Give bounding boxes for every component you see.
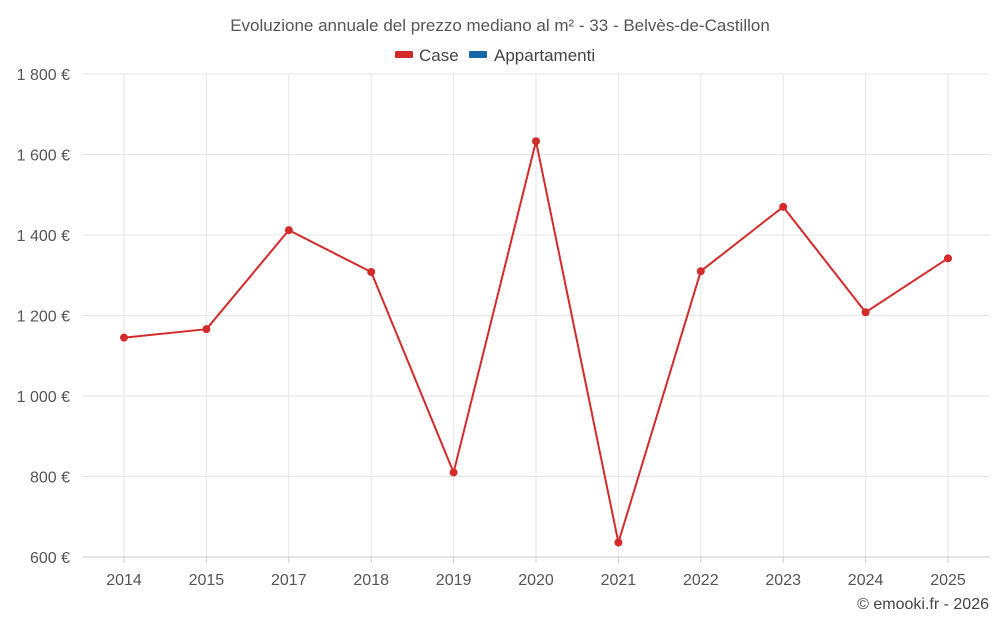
y-tick-label: 600 € [30,550,70,567]
gridlines [83,73,990,558]
y-tick-label: 1 600 € [17,148,70,165]
x-tick-label: 2015 [189,572,225,589]
legend-swatch-case [395,51,413,58]
x-tick-label: 2024 [848,572,884,589]
x-tick-label: 2020 [518,572,554,589]
data-point-case-2021[interactable] [614,538,623,547]
data-point-case-2017[interactable] [284,226,293,235]
legend-swatch-appartamenti [469,51,487,58]
y-tick-label: 1 000 € [17,389,70,406]
data-point-case-2019[interactable] [449,468,458,477]
data-point-case-2022[interactable] [696,267,705,276]
x-tick-label: 2019 [436,572,472,589]
data-point-case-2015[interactable] [202,325,211,334]
data-point-case-2018[interactable] [367,268,376,277]
y-tick-label: 800 € [30,470,70,487]
legend-item-appartamenti[interactable]: Appartamenti [469,46,595,65]
data-point-case-2023[interactable] [779,202,788,211]
x-tick-label: 2018 [353,572,389,589]
data-point-case-2020[interactable] [532,137,540,146]
x-tick-label: 2021 [601,572,637,589]
x-tick-label: 2025 [930,572,966,589]
x-tick-label: 2017 [271,572,307,589]
legend-item-case[interactable]: Case [395,46,459,65]
data-point-case-2024[interactable] [861,308,870,317]
data-point-case-2014[interactable] [120,333,128,342]
x-tick-label: 2022 [683,572,719,589]
legend-label-case: Case [419,46,459,65]
x-tick-label: 2023 [765,572,801,589]
chart-title: Evoluzione annuale del prezzo mediano al… [230,16,770,35]
y-tick-label: 1 400 € [17,228,70,245]
legend: Case Appartamenti [395,46,595,65]
y-tick-label: 1 200 € [17,309,70,326]
credit-text: © emooki.fr - 2026 [857,596,989,613]
series-case [120,137,952,547]
data-point-case-2025[interactable] [944,254,952,263]
x-axis-ticks: 2014 2015 2017 2018 2019 2020 2021 2022 2023 2024… [106,557,966,589]
legend-label-appartamenti: Appartamenti [494,46,595,65]
y-tick-label: 1 800 € [17,67,70,84]
x-tick-label: 2014 [106,572,142,589]
y-axis-ticks: 600 € 800 € 1 000 € 1 200 € 1 400 € 1 600 € 1 … [17,67,70,567]
